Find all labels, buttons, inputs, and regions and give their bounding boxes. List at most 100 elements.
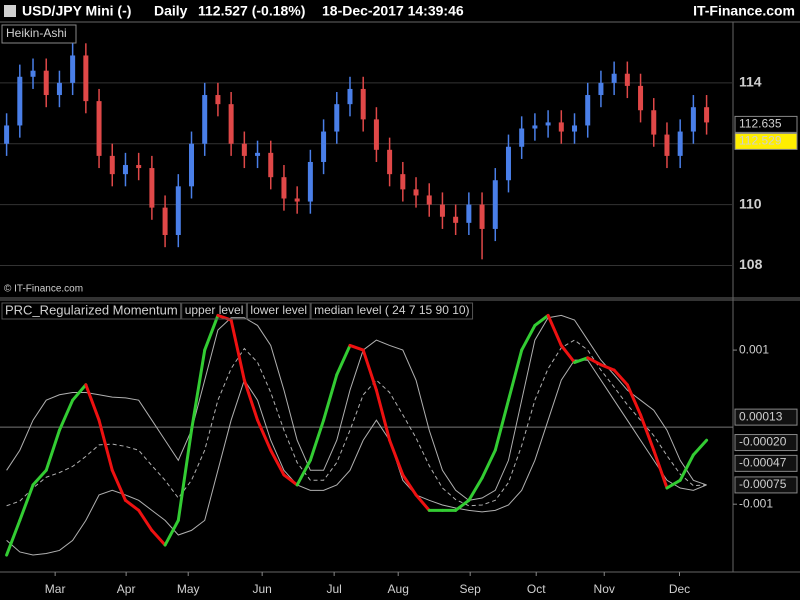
y-tick-label: 108 bbox=[739, 256, 763, 272]
candle-body bbox=[56, 82, 62, 96]
candle-body bbox=[558, 122, 564, 132]
candle-body bbox=[373, 119, 379, 150]
legend-entry: PRC_Regularized Momentum bbox=[5, 302, 178, 317]
price-label-box bbox=[734, 115, 798, 133]
level-label-box bbox=[734, 476, 798, 494]
candle-body bbox=[228, 104, 234, 144]
momentum-segment bbox=[414, 493, 431, 512]
period: Daily bbox=[154, 3, 188, 19]
legend-box bbox=[1, 302, 182, 320]
level-label: -0.00075 bbox=[739, 477, 787, 491]
momentum-segment bbox=[533, 313, 550, 327]
candle-body bbox=[149, 168, 155, 208]
source: © IT-Finance.com bbox=[4, 284, 83, 295]
momentum-segment bbox=[374, 388, 392, 442]
candle-body bbox=[545, 122, 551, 126]
candle-body bbox=[677, 131, 683, 156]
candle-body bbox=[30, 70, 36, 77]
candle-body bbox=[215, 95, 221, 105]
price-label: 112.635 bbox=[739, 117, 782, 131]
x-tick-label: Apr bbox=[117, 582, 136, 596]
candle-body bbox=[255, 152, 261, 156]
momentum-segment bbox=[599, 363, 616, 372]
brand: IT-Finance.com bbox=[693, 3, 795, 19]
level-label-box bbox=[734, 408, 798, 426]
momentum-segment bbox=[5, 518, 22, 557]
candle-body bbox=[453, 216, 459, 223]
momentum-segment bbox=[480, 448, 497, 480]
legend-box bbox=[181, 302, 247, 320]
momentum-segment bbox=[678, 453, 695, 482]
price-label-box bbox=[734, 132, 798, 150]
candle-body bbox=[334, 104, 340, 132]
level-label-box bbox=[734, 434, 798, 452]
candle-body bbox=[638, 85, 644, 111]
level-label: -0.00020 bbox=[739, 435, 787, 449]
quote: 112.527 (-0.18%) bbox=[198, 3, 305, 19]
momentum-segment bbox=[242, 378, 260, 422]
x-tick-label: May bbox=[177, 582, 200, 596]
momentum-segment bbox=[454, 498, 471, 512]
candle-body bbox=[690, 107, 696, 132]
candle-body bbox=[624, 73, 630, 86]
symbol-icon bbox=[4, 5, 16, 17]
momentum-segment bbox=[110, 468, 127, 502]
momentum-segment bbox=[520, 323, 537, 352]
datetime: 18-Dec-2017 14:39:46 bbox=[322, 3, 464, 19]
x-tick-label: Jun bbox=[252, 582, 271, 596]
candle-body bbox=[96, 101, 102, 156]
momentum-segment bbox=[322, 373, 339, 422]
y-tick-label: 0.001 bbox=[739, 342, 769, 356]
candle-body bbox=[268, 152, 274, 178]
candle-body bbox=[532, 125, 538, 129]
momentum-segment bbox=[256, 418, 273, 452]
momentum-segment bbox=[612, 368, 629, 387]
momentum-segment bbox=[401, 473, 418, 497]
momentum-segment bbox=[652, 448, 669, 490]
candle-body bbox=[189, 143, 195, 187]
y-tick-label: 110 bbox=[739, 195, 762, 211]
band-line bbox=[6, 314, 707, 501]
x-tick-label: Sep bbox=[459, 582, 481, 596]
candle-body bbox=[400, 174, 406, 190]
candle-body bbox=[136, 165, 142, 169]
candle-body bbox=[321, 131, 327, 162]
candle-body bbox=[426, 195, 432, 205]
momentum-segment bbox=[282, 473, 299, 487]
momentum-segment bbox=[665, 478, 682, 490]
candle-body bbox=[651, 110, 657, 135]
momentum-segment bbox=[388, 438, 405, 477]
momentum-segment bbox=[71, 383, 88, 402]
candle-body bbox=[294, 198, 300, 202]
x-tick-label: Oct bbox=[527, 582, 546, 596]
candle-body bbox=[175, 186, 181, 236]
candle-body bbox=[505, 146, 511, 181]
level-label: 0.00013 bbox=[739, 409, 783, 423]
momentum-segment bbox=[467, 476, 484, 502]
candle-body bbox=[307, 161, 313, 202]
y-tick-label: -0.001 bbox=[739, 496, 773, 510]
level-label: -0.00047 bbox=[739, 456, 787, 470]
candle-body bbox=[241, 143, 247, 156]
y-tick-label: 114 bbox=[739, 74, 762, 90]
candle-body bbox=[664, 134, 670, 156]
momentum-segment bbox=[546, 313, 563, 347]
candle-body bbox=[122, 165, 128, 175]
candle-body bbox=[585, 95, 591, 126]
x-tick-label: Mar bbox=[45, 582, 66, 596]
momentum-segment bbox=[190, 348, 207, 432]
price-label: 112.529 bbox=[739, 134, 782, 148]
candle-body bbox=[439, 204, 445, 217]
x-tick-label: Nov bbox=[594, 582, 615, 596]
momentum-segment bbox=[229, 318, 246, 382]
momentum-segment bbox=[150, 528, 167, 547]
momentum-segment bbox=[625, 383, 643, 417]
momentum-segment bbox=[348, 343, 365, 352]
momentum-segment bbox=[639, 413, 656, 452]
momentum-segment bbox=[269, 448, 286, 477]
momentum-segment bbox=[31, 468, 48, 487]
candle-body bbox=[519, 128, 525, 147]
momentum-segment bbox=[506, 348, 524, 402]
